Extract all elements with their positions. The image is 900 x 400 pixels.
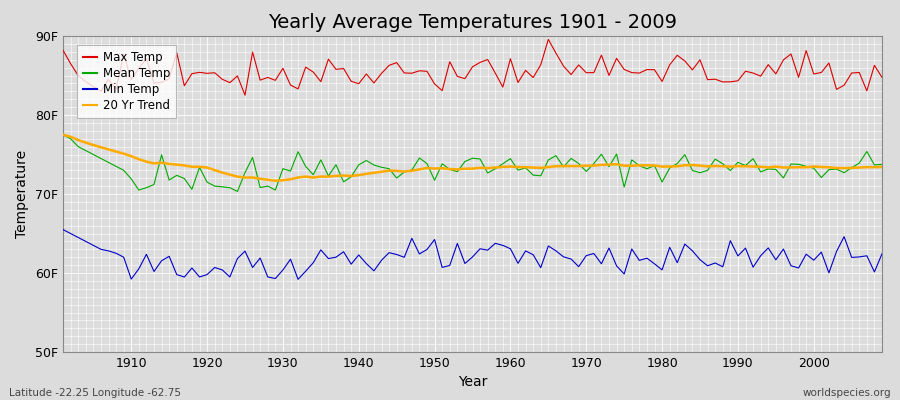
Y-axis label: Temperature: Temperature [15,150,30,238]
Title: Yearly Average Temperatures 1901 - 2009: Yearly Average Temperatures 1901 - 2009 [268,13,677,32]
X-axis label: Year: Year [458,376,487,390]
Legend: Max Temp, Mean Temp, Min Temp, 20 Yr Trend: Max Temp, Mean Temp, Min Temp, 20 Yr Tre… [77,45,176,118]
Text: worldspecies.org: worldspecies.org [803,388,891,398]
Text: Latitude -22.25 Longitude -62.75: Latitude -22.25 Longitude -62.75 [9,388,181,398]
